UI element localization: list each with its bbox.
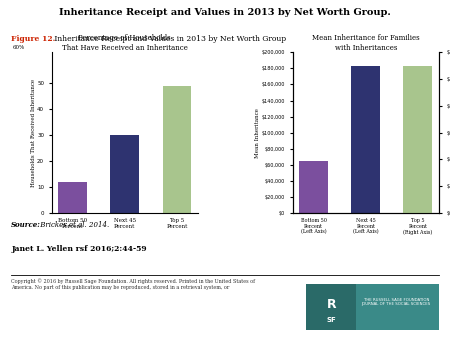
Text: Copyright © 2016 by Russell Sage Foundation. All rights reserved. Printed in the: Copyright © 2016 by Russell Sage Foundat… bbox=[11, 279, 255, 290]
Bar bbox=[110, 135, 139, 213]
Text: SF: SF bbox=[326, 316, 336, 322]
Text: Inheritance Receipt and Values in 2013 by Net Worth Group.: Inheritance Receipt and Values in 2013 b… bbox=[59, 8, 391, 18]
Text: Janet L. Yellen rsf 2016;2:44-59: Janet L. Yellen rsf 2016;2:44-59 bbox=[11, 245, 147, 253]
Text: R: R bbox=[326, 298, 336, 311]
Bar bbox=[351, 66, 380, 213]
Text: 60%: 60% bbox=[13, 45, 25, 50]
Title: Percentage of Households
That Have Received an Inheritance: Percentage of Households That Have Recei… bbox=[62, 34, 188, 52]
Bar bbox=[306, 284, 356, 330]
Text: Bricker et al. 2014.: Bricker et al. 2014. bbox=[38, 221, 109, 230]
Y-axis label: Mean Inheritance: Mean Inheritance bbox=[255, 108, 260, 158]
Bar bbox=[404, 66, 432, 213]
Bar bbox=[162, 86, 191, 213]
Text: THE RUSSELL SAGE FOUNDATION
JOURNAL OF THE SOCIAL SCIENCES: THE RUSSELL SAGE FOUNDATION JOURNAL OF T… bbox=[362, 298, 431, 307]
Text: Source:: Source: bbox=[11, 221, 41, 230]
Text: Inheritance Receipt and Values in 2013 by Net Worth Group: Inheritance Receipt and Values in 2013 b… bbox=[52, 35, 286, 44]
Y-axis label: Households That Received Inheritance: Households That Received Inheritance bbox=[31, 79, 36, 187]
Text: Figure 12.: Figure 12. bbox=[11, 35, 55, 44]
Title: Mean Inheritance for Families
with Inheritances: Mean Inheritance for Families with Inher… bbox=[312, 34, 419, 52]
Bar bbox=[58, 182, 87, 213]
Bar bbox=[299, 161, 328, 213]
